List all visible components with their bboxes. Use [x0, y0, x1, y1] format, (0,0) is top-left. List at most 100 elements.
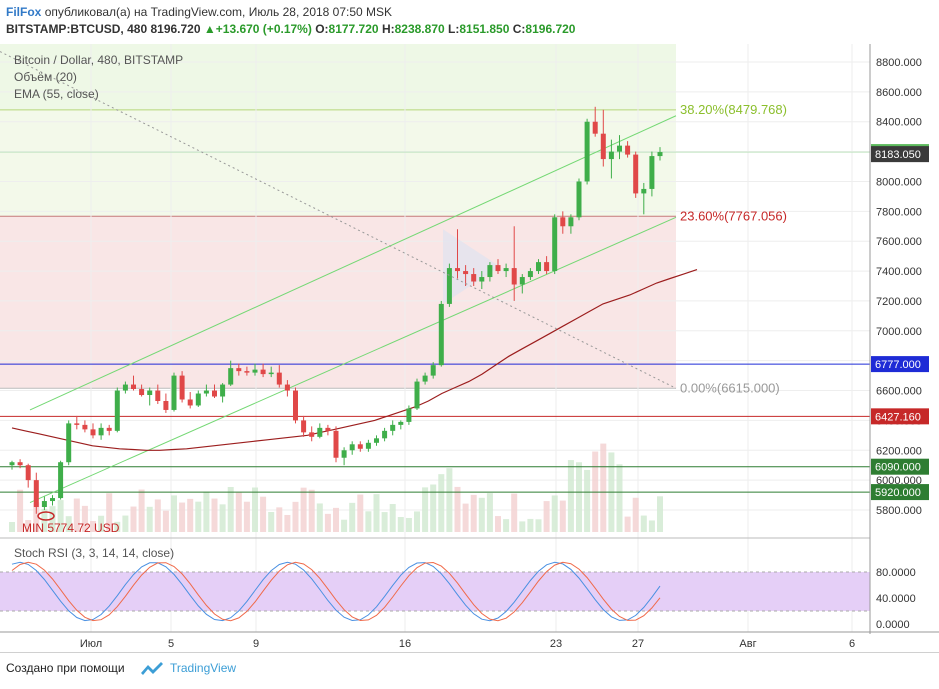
high-value: 8238.870 [394, 22, 445, 36]
candle-body [293, 390, 298, 421]
candle-body [568, 217, 574, 227]
price-tag-label: 5920.000 [875, 487, 921, 499]
ema-legend[interactable]: EMA (55, close) [14, 87, 99, 101]
channel-upper[interactable] [29, 115, 677, 411]
ohlc-line: BITSTAMP:BTCUSD, 480 8196.720 ▲+13.670 (… [6, 22, 575, 36]
tradingview-logo-icon[interactable] [140, 659, 164, 677]
time-tick-label: 23 [550, 638, 562, 650]
volume-bar [559, 500, 566, 532]
stoch-legend[interactable]: Stoch RSI (3, 3, 14, 14, close) [14, 546, 174, 560]
candle-body [519, 277, 525, 285]
volume-bar [195, 501, 202, 532]
volume-bar [486, 493, 493, 532]
volume-bar [446, 468, 453, 532]
last-price: 8196.720 [150, 22, 201, 36]
volume-bar [503, 519, 510, 532]
candle-body [106, 427, 112, 431]
candle-body [66, 423, 72, 463]
price-tick-label: 7000.000 [876, 326, 922, 338]
price-tag-label: 8183.050 [875, 149, 921, 161]
volume-bar [65, 516, 72, 532]
volume-bar [414, 511, 420, 532]
high-label: H: [381, 22, 395, 36]
candle-body [187, 399, 193, 406]
price-tick-label: 8800.000 [876, 57, 922, 69]
dotted-trendline[interactable] [0, 51, 677, 389]
volume-bar [632, 497, 639, 532]
author-name[interactable]: FilFox [6, 5, 42, 19]
candle-body [195, 393, 201, 406]
volume-legend[interactable]: Объём (20) [14, 70, 77, 84]
stoch-tick-label: 80.0000 [876, 567, 916, 579]
volume-bar [292, 501, 299, 532]
candle-body [163, 400, 169, 410]
candle-body [317, 427, 323, 437]
candle-body [374, 438, 379, 443]
publish-info: опубликовал(а) на TradingView.com, Июль … [44, 5, 393, 19]
min-marker [37, 511, 55, 521]
price-tag-box [871, 146, 929, 163]
volume-bar [478, 497, 485, 532]
volume-bar [235, 492, 242, 532]
volume-bar [519, 521, 526, 532]
volume-bar [179, 502, 186, 532]
candle-body [617, 145, 622, 152]
price-chart[interactable]: 38.20%(8479.768) 23.60%(7767.056) 0.00%(66… [0, 44, 939, 652]
volume-bar [130, 506, 137, 532]
channel-lower[interactable] [29, 216, 677, 503]
candle-body [487, 265, 493, 278]
volume-bar [397, 517, 404, 532]
candle-body [641, 188, 647, 194]
candle-body [390, 424, 396, 431]
candle-body [236, 368, 242, 372]
stoch-tick-label: 40.0000 [876, 593, 916, 605]
candle-body [122, 384, 128, 391]
volume-bar [81, 505, 88, 532]
price-tag-box [871, 408, 929, 425]
time-tick-label: 16 [399, 638, 411, 650]
time-tick-label: 9 [253, 638, 259, 650]
price-tick-label: 7200.000 [876, 296, 922, 308]
candle-body [171, 375, 177, 410]
candle-body [114, 390, 120, 431]
candle-body [471, 274, 477, 282]
volume-bar [154, 499, 161, 532]
candle-body [560, 217, 566, 227]
candle-body [9, 462, 15, 466]
volume-bar [616, 464, 623, 532]
candle-body [58, 462, 64, 499]
price-tick-label: 8400.000 [876, 117, 922, 129]
candle-body [365, 442, 371, 449]
candle-body [139, 389, 145, 396]
volume-bar [495, 516, 501, 532]
chart-title-legend[interactable]: Bitcoin / Dollar, 480, BITSTAMP [14, 53, 183, 67]
volume-bar [373, 494, 380, 532]
fib-zone-upper [0, 44, 676, 110]
candle-body [25, 465, 31, 481]
candle-body [463, 271, 469, 275]
candle-body [33, 480, 39, 508]
volume-bar [219, 504, 226, 532]
chart-header: FilFox опубликовал(а) на TradingView.com… [0, 0, 939, 44]
volume-bar [324, 513, 331, 532]
stoch-k-line [11, 561, 661, 622]
price-axis[interactable]: 8800.0008600.0008400.0008200.0008000.000… [876, 57, 922, 631]
ema-path [11, 269, 698, 451]
horizontal-levels[interactable] [0, 151, 870, 493]
open-value: 8177.720 [328, 22, 379, 36]
candle-body [544, 262, 550, 272]
candle-body [179, 375, 185, 400]
volume-bar [640, 515, 647, 532]
price-tag-label: 6427.160 [875, 411, 921, 423]
candle-body [357, 444, 363, 449]
volume-bar [341, 519, 348, 532]
footer: Создано при помощи TradingView [0, 652, 939, 689]
candle-body [50, 498, 55, 502]
up-arrow-icon: ▲ [203, 22, 216, 36]
time-axis[interactable]: Июл 5 9 16 23 27 Авг 6 [80, 638, 855, 650]
volume-bar [535, 519, 542, 532]
tradingview-link[interactable]: TradingView [170, 661, 237, 675]
candle-body [349, 444, 355, 451]
candle-body [479, 277, 485, 282]
price-tag-label: 6090.000 [875, 462, 921, 474]
